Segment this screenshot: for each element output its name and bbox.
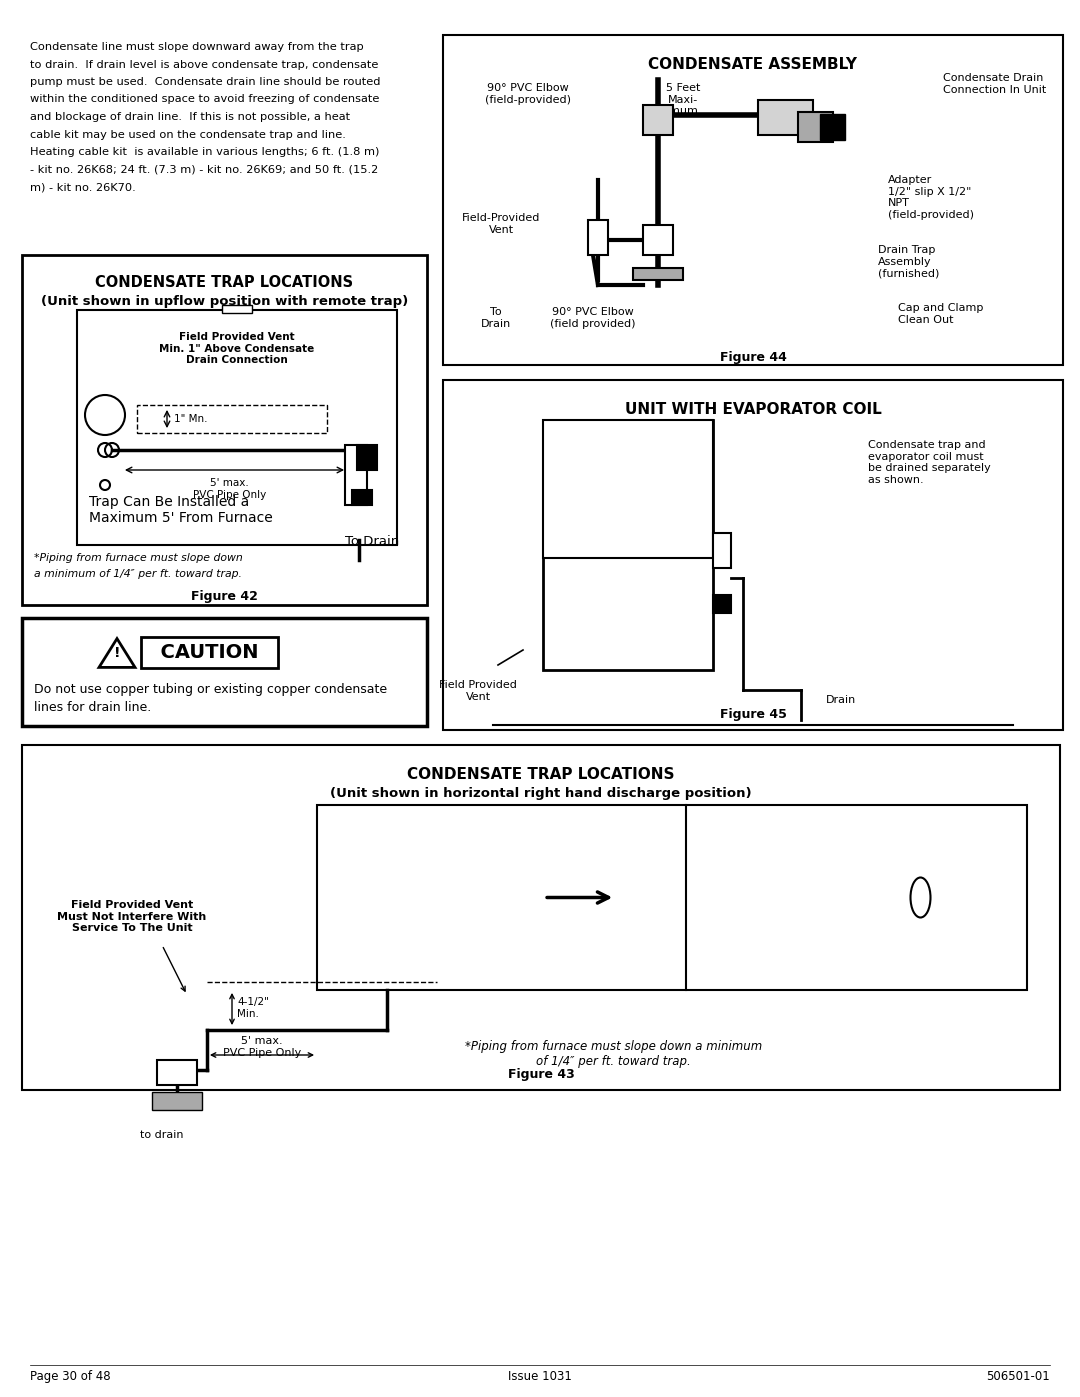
Bar — [543, 420, 713, 557]
Text: To
Drain: To Drain — [481, 307, 511, 328]
Bar — [643, 225, 673, 256]
Text: Condensate Drain
Connection In Unit: Condensate Drain Connection In Unit — [943, 73, 1047, 95]
Text: (Unit shown in horizontal right hand discharge position): (Unit shown in horizontal right hand dis… — [330, 787, 752, 800]
Bar — [758, 101, 813, 136]
Bar — [443, 35, 1063, 365]
Text: To Drain: To Drain — [345, 535, 400, 548]
Text: lines for drain line.: lines for drain line. — [33, 701, 151, 714]
Text: *Piping from furnace must slope down: *Piping from furnace must slope down — [33, 553, 243, 563]
Bar — [357, 446, 377, 469]
Text: 5' max.
PVC Pipe Only: 5' max. PVC Pipe Only — [222, 1037, 301, 1058]
Text: m) - kit no. 26K70.: m) - kit no. 26K70. — [30, 182, 136, 191]
Bar — [713, 532, 731, 567]
Text: to drain.  If drain level is above condensate trap, condensate: to drain. If drain level is above conden… — [30, 60, 378, 70]
Text: cable kit may be used on the condensate trap and line.: cable kit may be used on the condensate … — [30, 130, 346, 140]
Bar — [22, 256, 427, 605]
Polygon shape — [99, 638, 135, 668]
Text: - kit no. 26K68; 24 ft. (7.3 m) - kit no. 26K69; and 50 ft. (15.2: - kit no. 26K68; 24 ft. (7.3 m) - kit no… — [30, 165, 378, 175]
Bar — [345, 446, 367, 504]
Text: Figure 44: Figure 44 — [719, 351, 786, 365]
Bar — [137, 405, 327, 433]
Text: UNIT WITH EVAPORATOR COIL: UNIT WITH EVAPORATOR COIL — [624, 402, 881, 416]
Text: Drain Trap
Assembly
(furnished): Drain Trap Assembly (furnished) — [878, 244, 940, 278]
Text: and blockage of drain line.  If this is not possible, a heat: and blockage of drain line. If this is n… — [30, 112, 350, 122]
Bar — [543, 420, 713, 671]
Bar — [152, 1092, 202, 1111]
Text: Field Provided Vent
Min. 1" Above Condensate
Drain Connection: Field Provided Vent Min. 1" Above Conden… — [160, 332, 314, 365]
Bar — [318, 805, 1027, 990]
Text: Figure 45: Figure 45 — [719, 708, 786, 721]
Text: 5' max.
PVC Pipe Only: 5' max. PVC Pipe Only — [193, 478, 266, 500]
Bar — [643, 105, 673, 136]
Text: Field Provided Vent
Must Not Interfere With
Service To The Unit: Field Provided Vent Must Not Interfere W… — [57, 900, 206, 933]
Bar — [633, 268, 683, 279]
Text: !: ! — [113, 645, 120, 659]
Bar — [77, 310, 397, 545]
Bar — [22, 745, 1059, 1090]
Text: Field-Provided
Vent: Field-Provided Vent — [462, 212, 540, 235]
Text: Drain: Drain — [826, 694, 856, 705]
Text: CAUTION: CAUTION — [147, 643, 272, 662]
Text: 90° PVC Elbow
(field-provided): 90° PVC Elbow (field-provided) — [485, 82, 571, 105]
Text: Figure 42: Figure 42 — [191, 590, 258, 604]
Text: CONDENSATE TRAP LOCATIONS: CONDENSATE TRAP LOCATIONS — [407, 767, 675, 782]
Bar — [820, 115, 845, 140]
Text: to drain: to drain — [140, 1130, 184, 1140]
Text: pump must be used.  Condensate drain line should be routed: pump must be used. Condensate drain line… — [30, 77, 380, 87]
Bar — [798, 112, 833, 142]
Text: 90° PVC Elbow
(field provided): 90° PVC Elbow (field provided) — [550, 307, 636, 328]
Text: 4-1/2"
Min.: 4-1/2" Min. — [237, 997, 269, 1018]
Text: *Piping from furnace must slope down a minimum
of 1/4″ per ft. toward trap.: *Piping from furnace must slope down a m… — [465, 1039, 762, 1067]
Bar — [588, 219, 608, 256]
Bar — [222, 305, 252, 313]
Text: Do not use copper tubing or existing copper condensate: Do not use copper tubing or existing cop… — [33, 683, 387, 696]
Bar — [352, 490, 372, 504]
Text: Page 30 of 48: Page 30 of 48 — [30, 1370, 110, 1383]
Text: 5 Feet
Maxi-
mum: 5 Feet Maxi- mum — [665, 82, 700, 116]
Text: 1" Mn.: 1" Mn. — [174, 414, 207, 425]
Bar — [157, 1060, 197, 1085]
Bar — [22, 617, 427, 726]
Bar — [443, 380, 1063, 731]
Bar — [713, 595, 731, 612]
Text: Figure 43: Figure 43 — [508, 1067, 575, 1081]
Text: Condensate line must slope downward away from the trap: Condensate line must slope downward away… — [30, 42, 364, 52]
Text: CONDENSATE ASSEMBLY: CONDENSATE ASSEMBLY — [648, 57, 858, 73]
Text: Cap and Clamp
Clean Out: Cap and Clamp Clean Out — [897, 303, 984, 324]
Text: Condensate trap and
evaporator coil must
be drained separately
as shown.: Condensate trap and evaporator coil must… — [868, 440, 990, 485]
Text: a minimum of 1/4″ per ft. toward trap.: a minimum of 1/4″ per ft. toward trap. — [33, 569, 242, 578]
Text: Field Provided
Vent: Field Provided Vent — [440, 680, 517, 701]
Text: within the conditioned space to avoid freezing of condensate: within the conditioned space to avoid fr… — [30, 95, 379, 105]
Text: Adapter
1/2" slip X 1/2"
NPT
(field-provided): Adapter 1/2" slip X 1/2" NPT (field-prov… — [888, 175, 974, 219]
Text: CONDENSATE TRAP LOCATIONS: CONDENSATE TRAP LOCATIONS — [95, 275, 353, 291]
Text: Heating cable kit  is available in various lengths; 6 ft. (1.8 m): Heating cable kit is available in variou… — [30, 147, 379, 156]
Text: Trap Can Be Installed a
Maximum 5' From Furnace: Trap Can Be Installed a Maximum 5' From … — [89, 495, 273, 525]
Text: 506501-01: 506501-01 — [986, 1370, 1050, 1383]
Text: (Unit shown in upflow position with remote trap): (Unit shown in upflow position with remo… — [41, 295, 408, 307]
Text: Issue 1031: Issue 1031 — [508, 1370, 572, 1383]
